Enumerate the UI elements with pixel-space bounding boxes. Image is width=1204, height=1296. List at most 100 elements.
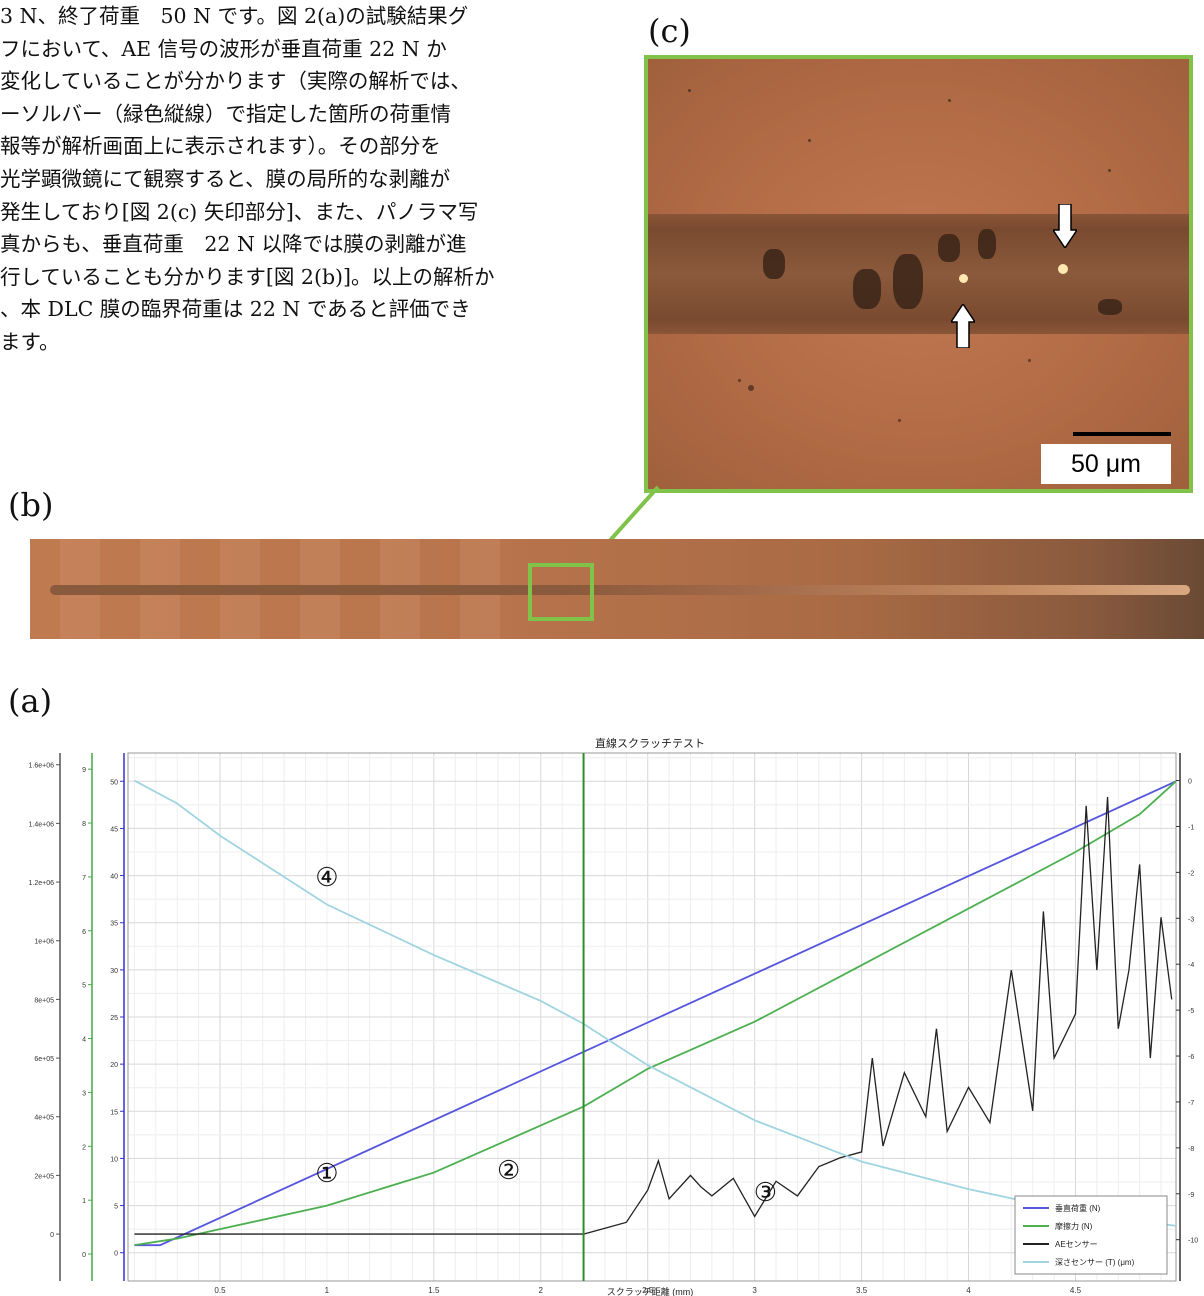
series-number-labels: ① ② ③ ④ [315, 862, 777, 1207]
speck [1028, 359, 1031, 362]
scale-bar-label: 50 μm [1041, 444, 1171, 484]
chart-grid [128, 753, 1176, 1281]
friction-tick-label: 1 [82, 1198, 86, 1205]
ae-tick-label: 1e+06 [34, 939, 54, 946]
load-tick-label: 25 [110, 1015, 118, 1022]
depth-tick-label: -1 [1188, 824, 1194, 831]
depth-tick-label: -3 [1188, 916, 1194, 923]
body-line: 変化していることが分かります（実際の解析では、 [0, 69, 471, 94]
scratch-groove [50, 585, 1190, 595]
ae-tick-label: 4e+05 [34, 1115, 54, 1122]
speck [1108, 169, 1111, 172]
load-tick-label: 35 [110, 921, 118, 928]
debris-mark [853, 269, 881, 309]
body-line: 真からも、垂直荷重 22 N 以降では膜の剥離が進 [0, 232, 467, 257]
body-line: 行していることも分かります[図 2(b)]。以上の解析か [0, 264, 495, 289]
friction-tick-label: 4 [82, 1037, 86, 1044]
legend-label: AEセンサー [1055, 1240, 1098, 1249]
friction-tick-label: 2 [82, 1144, 86, 1151]
ae-tick-label: 1.4e+06 [29, 821, 55, 828]
zoom-connector-line [585, 485, 660, 568]
chart-series [133, 779, 1177, 1247]
load-tick-label: 5 [114, 1204, 118, 1211]
panorama-image [30, 539, 1204, 639]
panel-label-a: (a) [8, 682, 53, 720]
speck [898, 419, 901, 422]
body-line: 発生しており[図 2(c) 矢印部分]、また、パノラマ写 [0, 199, 479, 224]
series-number-label: ③ [754, 1177, 777, 1207]
ae-tick-label: 6e+05 [34, 1056, 54, 1063]
speck [688, 89, 691, 92]
x-tick-label: 1.5 [428, 1286, 440, 1295]
body-line: ーソルバー（緑色縦線）で指定した箇所の荷重情 [0, 101, 451, 126]
legend-label: 深さセンサー (T) (μm) [1055, 1258, 1135, 1267]
spallation-spot [1058, 264, 1068, 274]
x-tick-label: 3.5 [856, 1286, 868, 1295]
load-tick-label: 20 [110, 1062, 118, 1069]
legend-label: 摩擦力 (N) [1055, 1221, 1093, 1231]
body-paragraph: 3 N、終了荷重 50 N です。図 2(a)の試験結果グ フにおいて、AE 信… [0, 0, 585, 359]
depth-tick-label: -8 [1188, 1146, 1194, 1153]
x-tick-label: 4.5 [1070, 1286, 1082, 1295]
x-tick-label: 2 [539, 1286, 544, 1295]
x-axis-label: スクラッチ距離 (mm) [607, 1286, 694, 1296]
debris-mark [978, 229, 996, 259]
series-line-3 [134, 796, 1173, 1235]
depth-tick-label: -6 [1188, 1054, 1194, 1061]
debris-mark [893, 254, 923, 309]
series-number-label: ① [315, 1158, 338, 1188]
debris-mark [763, 249, 785, 279]
panel-label-b: (b) [8, 486, 54, 524]
body-line: 光学顕微鏡にて観察すると、膜の局所的な剥離が [0, 166, 451, 191]
depth-tick-label: -10 [1188, 1238, 1198, 1245]
load-tick-label: 50 [110, 779, 118, 786]
depth-tick-label: 0 [1188, 779, 1192, 786]
ae-tick-label: 8e+05 [34, 997, 54, 1004]
scratch-test-chart: 0.5 1 1.5 2 2.5 3 3.5 4 4.5 0 2e+05 4e+05 6e+05 8e+05… [29, 736, 1199, 1296]
body-line: ます。 [0, 329, 60, 354]
depth-tick-label: -5 [1188, 1008, 1194, 1015]
friction-tick-label: 5 [82, 983, 86, 990]
debris-mark [938, 234, 960, 262]
load-tick-label: 10 [110, 1156, 118, 1163]
panel-label-c: (c) [648, 12, 691, 50]
speck [948, 99, 951, 102]
load-tick-label: 45 [110, 826, 118, 833]
micrograph-image: 50 μm [644, 55, 1193, 493]
friction-tick-label: 0 [82, 1252, 86, 1259]
spallation-spot [959, 274, 968, 283]
x-tick-label: 2.5 [642, 1286, 654, 1295]
legend-label: 垂直荷重 (N) [1055, 1203, 1101, 1213]
friction-tick-label: 8 [82, 821, 86, 828]
chart-title: 直線スクラッチテスト [595, 736, 705, 750]
plot-area-frame [127, 752, 1177, 1282]
body-line: 、本 DLC 膜の臨界荷重は 22 N であると評価でき [0, 297, 471, 322]
x-tick-label: 1 [325, 1286, 330, 1295]
body-line: 報等が解析画面上に表示されます）。その部分を [0, 134, 441, 159]
series-line-4 [133, 779, 1177, 1227]
series-number-label: ④ [315, 862, 338, 892]
down-arrow-icon [1053, 204, 1077, 248]
ae-tick-label: 0 [50, 1232, 54, 1239]
ae-tick-label: 1.2e+06 [29, 880, 55, 887]
series-number-label: ② [497, 1155, 520, 1185]
series-line-2 [134, 780, 1177, 1247]
friction-tick-label: 7 [82, 875, 86, 882]
speck [808, 139, 811, 142]
x-tick-label: 0.5 [214, 1286, 226, 1295]
depth-tick-label: -4 [1188, 962, 1194, 969]
x-tick-label: 4 [966, 1286, 971, 1295]
body-line: フにおいて、AE 信号の波形が垂直荷重 22 N か [0, 36, 447, 61]
depth-tick-label: -7 [1188, 1100, 1194, 1107]
speck [748, 385, 754, 391]
speck [738, 379, 741, 382]
depth-tick-label: -9 [1188, 1192, 1194, 1199]
load-tick-label: 0 [114, 1251, 118, 1258]
debris-mark [1098, 299, 1122, 315]
region-of-interest-box [528, 563, 594, 621]
x-tick-label: 3 [752, 1286, 757, 1295]
scale-bar [1073, 432, 1171, 436]
depth-tick-label: -2 [1188, 870, 1194, 877]
chart-axes: 0.5 1 1.5 2 2.5 3 3.5 4 4.5 0 2e+05 4e+05 6e+05 8e+05… [29, 753, 1198, 1295]
